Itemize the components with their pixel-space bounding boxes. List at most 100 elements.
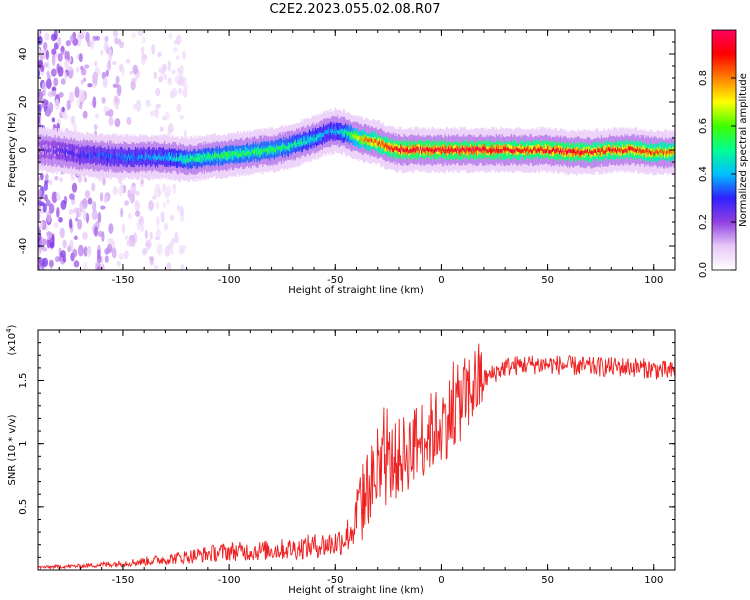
spectrogram-band-mark — [190, 156, 193, 165]
spectrogram-band-mark — [106, 153, 109, 163]
spectrogram-band-mark — [223, 154, 226, 159]
spectrogram-band-mark — [541, 147, 543, 151]
spectrogram-noise-mark — [183, 129, 187, 139]
spectrogram-band-mark — [400, 149, 402, 154]
spectrogram-band-mark — [216, 154, 219, 158]
spectrogram-noise-mark — [57, 36, 62, 47]
spectrogram-band-mark — [219, 155, 221, 160]
spectrogram-band-mark — [647, 150, 650, 155]
spectrogram-noise-mark — [78, 53, 83, 63]
spectrogram-band-mark — [452, 148, 454, 153]
spectrogram-band-mark — [410, 149, 412, 153]
spectrogram-band-mark — [331, 130, 333, 135]
spectrogram-band-mark — [173, 156, 175, 160]
spectrogram-band-mark — [118, 153, 120, 158]
spectrogram-noise-mark — [102, 77, 108, 89]
spectrogram-band-mark — [334, 130, 337, 135]
spectrogram-band-mark — [466, 146, 468, 151]
spectrogram-noise-mark — [108, 116, 114, 126]
spectrogram-noise-mark — [112, 61, 117, 66]
spectrogram-noise-mark — [94, 60, 98, 67]
spectrogram-band-mark — [442, 146, 444, 151]
spectrogram-noise-mark — [73, 260, 80, 268]
spectrogram-band-mark — [222, 150, 224, 159]
spectrogram-band-mark — [78, 154, 81, 159]
spectrogram-band-mark — [141, 154, 144, 159]
spectrogram-band-mark — [542, 149, 544, 154]
spectrogram-noise-mark — [170, 249, 174, 255]
spectrogram-band-mark — [97, 152, 99, 157]
spectrogram-band-mark — [472, 146, 474, 151]
spectrogram-band-mark — [464, 148, 466, 153]
spectrogram-band-mark — [157, 155, 159, 160]
spectrogram-band-mark — [496, 149, 499, 154]
spectrogram-noise-mark — [39, 237, 45, 250]
spectrogram-band-mark — [265, 147, 268, 152]
spectrogram-band-mark — [597, 148, 599, 152]
spectrogram-band-mark — [110, 154, 112, 159]
spectrogram-band-mark — [567, 150, 569, 154]
spectrogram-band-mark — [220, 154, 222, 159]
spectrogram-band-mark — [215, 153, 217, 158]
spectrogram-noise-mark — [38, 176, 42, 182]
spectrogram-band-mark — [291, 143, 293, 148]
spectrogram-band-mark — [485, 147, 487, 156]
spectrogram-band-mark — [193, 157, 195, 161]
spectrogram-noise-mark — [124, 200, 130, 206]
spectrogram-band-mark — [634, 148, 637, 153]
spectrogram-band-mark — [435, 147, 437, 152]
spectrogram-band-mark — [41, 146, 43, 151]
spectrogram-noise-mark — [45, 173, 49, 182]
spectrogram-noise-mark — [77, 31, 84, 38]
spectrogram-band-mark — [80, 153, 82, 158]
spectrogram-noise-mark — [80, 68, 87, 76]
spectrogram-band-mark — [180, 155, 182, 160]
spectrogram-band-mark — [543, 148, 546, 153]
spectrogram-band-mark — [572, 148, 575, 153]
spectrogram-band-mark — [296, 143, 298, 148]
spectrogram-band-mark — [101, 154, 103, 159]
spectrogram-noise-mark — [87, 197, 93, 205]
spectrogram-band-mark — [258, 150, 261, 155]
spectrogram-band-mark — [432, 149, 435, 154]
spectrogram-noise-mark — [70, 175, 75, 181]
spectrogram-band-mark — [574, 149, 576, 154]
spectrogram-noise-mark — [163, 222, 169, 231]
spectrogram-band-mark — [381, 140, 383, 150]
spectrogram-band-mark — [524, 149, 527, 153]
spectrogram-band-mark — [38, 148, 40, 153]
spectrogram-noise-mark — [159, 126, 164, 132]
spectrogram-band-mark — [243, 150, 245, 155]
spectrogram-noise-mark — [115, 75, 120, 85]
spectrogram-noise-mark — [68, 91, 75, 103]
spectrogram-noise-mark — [62, 239, 67, 249]
spectrogram-band-mark — [633, 147, 635, 152]
spectrogram-noise-mark — [84, 190, 91, 199]
spectrogram-noise-mark — [43, 42, 48, 51]
spectrogram-band-mark — [131, 156, 133, 161]
spectrogram-band-mark — [620, 147, 623, 156]
spectrogram-band-mark — [374, 138, 376, 143]
spectrogram-band-mark — [172, 157, 174, 162]
spectrogram-band-mark — [190, 155, 193, 160]
spectrogram-noise-mark — [120, 181, 124, 194]
spectrogram-noise-mark — [135, 210, 141, 217]
spectrogram-band-mark — [141, 154, 144, 164]
spectrogram-band-mark — [53, 145, 55, 154]
spectrogram-band-mark — [303, 138, 305, 143]
spectrogram-band-mark — [499, 148, 501, 153]
spectrogram-band-mark — [124, 153, 126, 163]
spectrogram-band-mark — [307, 137, 310, 142]
spectrogram-band-mark — [389, 142, 391, 152]
spectrogram-band-mark — [416, 146, 418, 151]
spectrogram-band-mark — [501, 148, 504, 153]
spectrogram-band-mark — [468, 147, 471, 152]
snr-panel: -150 -100 -50 0 50 100 0.5 1 1.5 Height of stra… — [5, 324, 676, 596]
spectrogram-noise-mark — [140, 178, 144, 185]
spectrogram-noise-mark — [167, 126, 171, 137]
spectrogram-noise-mark — [140, 46, 145, 55]
spectrogram-band-mark — [460, 148, 463, 153]
spectrogram-band-mark — [375, 139, 377, 149]
spectrogram-band-mark — [328, 128, 331, 133]
